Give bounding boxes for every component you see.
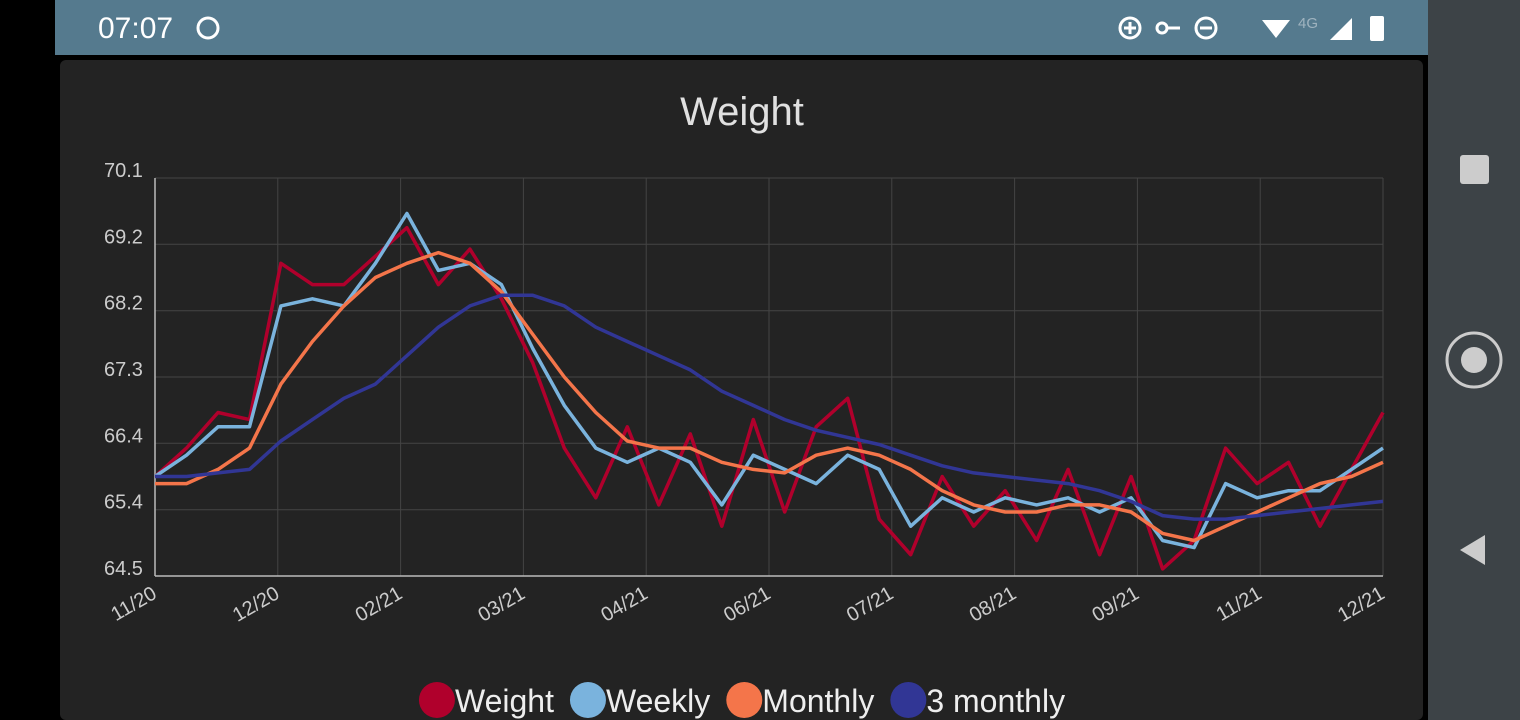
legend-label: 3 monthly xyxy=(926,683,1065,719)
y-tick-label: 66.4 xyxy=(104,425,143,447)
wifi-icon xyxy=(1262,20,1290,38)
series-line xyxy=(154,211,1384,550)
recents-button[interactable] xyxy=(1460,155,1489,184)
series-line xyxy=(155,250,1384,543)
y-tick-label: 68.2 xyxy=(104,293,143,315)
legend-swatch xyxy=(418,682,455,718)
legend-swatch xyxy=(726,682,763,718)
clock: 07:07 xyxy=(98,12,173,45)
y-tick-label: 67.3 xyxy=(104,359,143,381)
network-type: 4G xyxy=(1298,15,1318,32)
back-button[interactable] xyxy=(1460,535,1485,565)
y-tick-label: 65.4 xyxy=(104,492,143,514)
signal-icon xyxy=(1330,18,1352,40)
legend-label: Weekly xyxy=(606,683,710,719)
legend-label: Monthly xyxy=(762,683,874,719)
y-tick-label: 64.5 xyxy=(104,558,143,580)
y-tick-label: 69.2 xyxy=(104,226,143,248)
legend-label: Weight xyxy=(455,683,554,719)
status-bar xyxy=(55,0,1428,55)
chart-card xyxy=(60,60,1423,720)
legend-swatch xyxy=(569,682,606,718)
series-line xyxy=(155,293,1384,521)
battery-icon xyxy=(1370,16,1384,41)
left-edge xyxy=(0,0,55,720)
series-line xyxy=(153,225,1385,571)
status-icons xyxy=(196,16,1218,40)
home-button[interactable] xyxy=(1445,331,1503,389)
legend-swatch xyxy=(890,682,927,718)
chart-title: Weight xyxy=(680,90,804,134)
y-tick-label: 70.1 xyxy=(104,160,143,182)
